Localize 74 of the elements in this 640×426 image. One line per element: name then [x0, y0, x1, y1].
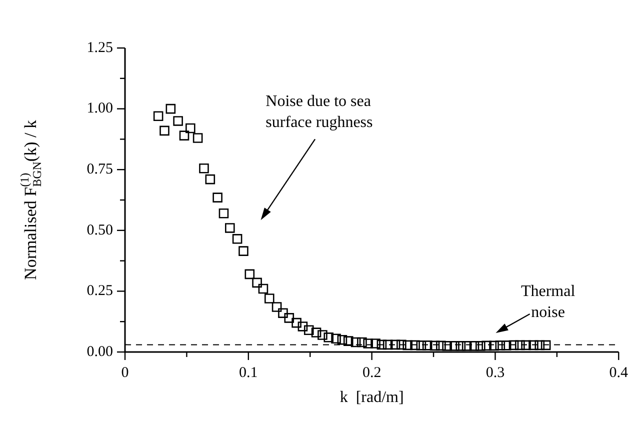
- point: [166, 104, 176, 114]
- point: [272, 302, 282, 312]
- point: [402, 340, 412, 350]
- y-tick-label: 0.50: [86, 222, 113, 238]
- point: [264, 294, 274, 304]
- y-tick-label: 1.00: [86, 100, 113, 117]
- point: [370, 338, 380, 348]
- point: [252, 278, 262, 288]
- point: [331, 334, 341, 344]
- point: [350, 337, 361, 348]
- point: [515, 340, 525, 350]
- y-tick-label: 0.25: [86, 283, 113, 300]
- point: [534, 340, 545, 350]
- point: [482, 340, 492, 351]
- point: [363, 338, 374, 348]
- x-tick-label: 0.1: [239, 364, 258, 381]
- y-tick-label: 0.75: [86, 162, 113, 178]
- point: [422, 340, 432, 350]
- y-axis-title: Normalised FBGN(1)(k) / k: [17, 120, 44, 280]
- point: [450, 341, 460, 351]
- point: [205, 174, 216, 184]
- point: [160, 126, 170, 136]
- point: [337, 334, 348, 345]
- point: [318, 330, 328, 340]
- x-axis-title: k [rad/m]: [340, 389, 404, 406]
- point: [173, 116, 183, 126]
- point: [540, 340, 551, 350]
- x-tick-label: 0.3: [486, 364, 505, 381]
- annotation: Noise due to sea surface rughness: [266, 92, 373, 131]
- point: [430, 340, 440, 351]
- point: [324, 332, 334, 342]
- point: [192, 133, 203, 143]
- point: [238, 246, 248, 256]
- y-tick-label: 0.00: [86, 344, 113, 360]
- point: [489, 340, 499, 351]
- point: [199, 163, 209, 174]
- point: [258, 284, 268, 294]
- x-tick-label: 0.4: [609, 364, 628, 381]
- point: [436, 340, 446, 351]
- point: [528, 340, 538, 350]
- annotation: Thermal noise: [520, 283, 576, 322]
- point: [382, 340, 393, 350]
- x-tick-label: 0.2: [362, 364, 382, 381]
- point: [376, 340, 387, 350]
- point: [153, 111, 164, 121]
- point: [410, 340, 420, 350]
- point: [495, 340, 506, 350]
- point: [469, 341, 480, 351]
- point: [462, 341, 472, 351]
- point: [416, 340, 426, 350]
- point: [218, 208, 229, 218]
- point: [179, 130, 190, 140]
- point: [501, 340, 512, 350]
- point: [186, 123, 196, 134]
- point: [390, 340, 400, 350]
- point: [343, 336, 354, 346]
- point: [298, 322, 308, 332]
- point: [225, 223, 235, 233]
- point: [508, 340, 519, 350]
- point: [232, 234, 242, 244]
- point: [521, 340, 531, 350]
- point: [396, 340, 406, 350]
- point: [442, 341, 452, 351]
- point: [212, 192, 222, 202]
- point: [278, 308, 288, 318]
- point: [311, 328, 322, 338]
- point: [284, 313, 294, 323]
- point: [292, 318, 302, 328]
- point: [304, 325, 314, 336]
- y-tick-label: 1.25: [86, 40, 113, 56]
- point: [244, 269, 255, 280]
- point: [357, 337, 367, 348]
- x-tick-label: 0: [121, 364, 129, 381]
- point: [456, 341, 466, 351]
